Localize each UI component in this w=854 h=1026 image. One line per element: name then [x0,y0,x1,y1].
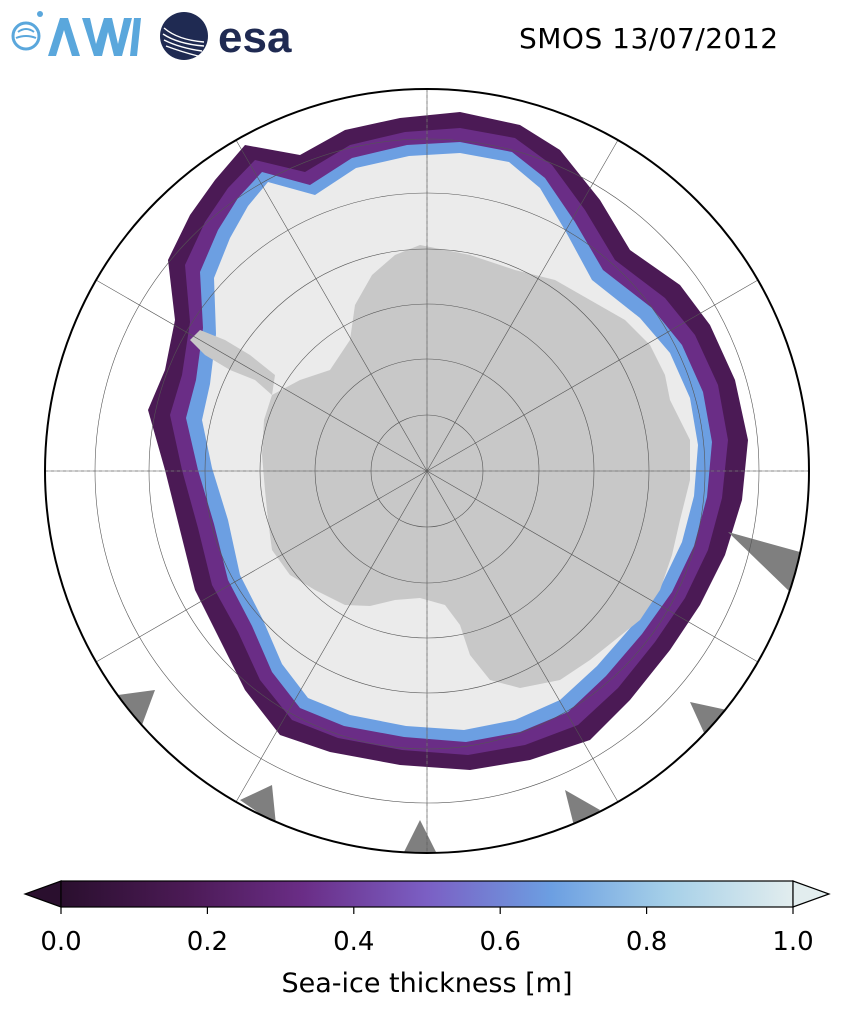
no-data-sector [690,702,727,735]
sea-ice-map [44,88,810,854]
svg-text:esa: esa [218,13,292,62]
no-data-sector [400,820,440,853]
logo-bar: esa [11,11,292,62]
colorbar-tick-label: 1.0 [772,927,813,957]
esa-logo-icon: esa [160,12,292,62]
colorbar-gradient [60,880,794,908]
map-title: SMOS 13/07/2012 [519,22,779,55]
dashed-axes [45,89,809,853]
no-data-sector [728,532,800,592]
colorbar-tick-label: 0.0 [40,927,81,957]
colorbar-tick-label: 0.2 [187,927,228,957]
no-data-sector [118,690,155,725]
colorbar-tick-label: 0.8 [626,927,667,957]
colorbar-extend-low [23,880,62,908]
colorbar-tick-label: 0.4 [333,927,374,957]
antarctica-land [262,245,690,688]
colorbar-ticks: 0.0 0.2 0.4 0.6 0.8 1.0 [40,907,814,957]
awi-logo-icon [11,11,141,56]
map-boundary [44,88,810,854]
no-data-sector [565,790,600,830]
colorbar-label: Sea-ice thickness [m] [281,968,572,999]
colorbar: 0.0 0.2 0.4 0.6 0.8 1.0 Sea-ice thickness [m] [23,880,831,999]
colorbar-extend-high [792,880,831,908]
colorbar-tick-label: 0.6 [480,927,521,957]
no-data-sector [240,785,276,825]
